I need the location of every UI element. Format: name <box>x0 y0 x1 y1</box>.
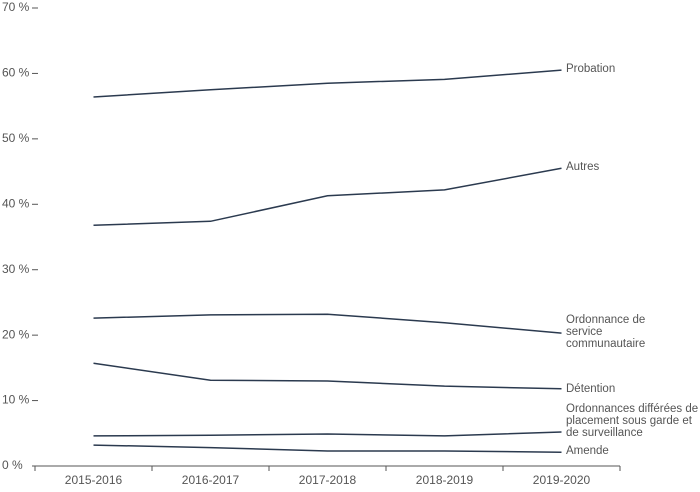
y-tick-label: 60 % <box>2 66 30 80</box>
y-tick-label: 0 % <box>2 458 23 472</box>
series-line <box>93 69 562 98</box>
y-tick-label: 20 % <box>2 327 30 341</box>
x-tick-label: 2015-2016 <box>65 473 123 487</box>
y-tick-label: 10 % <box>2 393 30 407</box>
series-label: Ordonnances différées de placement sous … <box>566 403 699 439</box>
x-tick-label: 2017-2018 <box>299 473 357 487</box>
x-tick-label: 2016-2017 <box>182 473 240 487</box>
x-tick-label: 2019-2020 <box>533 473 591 487</box>
x-tick-label: 2018-2019 <box>416 473 474 487</box>
series-label: Détention <box>566 383 616 395</box>
series-line <box>93 362 562 390</box>
series-line <box>93 167 562 226</box>
series-line <box>93 431 562 437</box>
y-tick-label: 70 % <box>2 0 30 14</box>
series-line <box>93 313 562 334</box>
series-label: Autres <box>566 161 600 173</box>
y-tick-label: 50 % <box>2 131 30 145</box>
y-tick-label: 40 % <box>2 196 30 210</box>
series-label: Probation <box>566 63 616 75</box>
y-tick-label: 30 % <box>2 262 30 276</box>
series-line <box>93 444 562 454</box>
series-label: Ordonnance de service communautaire <box>566 314 646 350</box>
series-label: Amende <box>566 445 609 457</box>
